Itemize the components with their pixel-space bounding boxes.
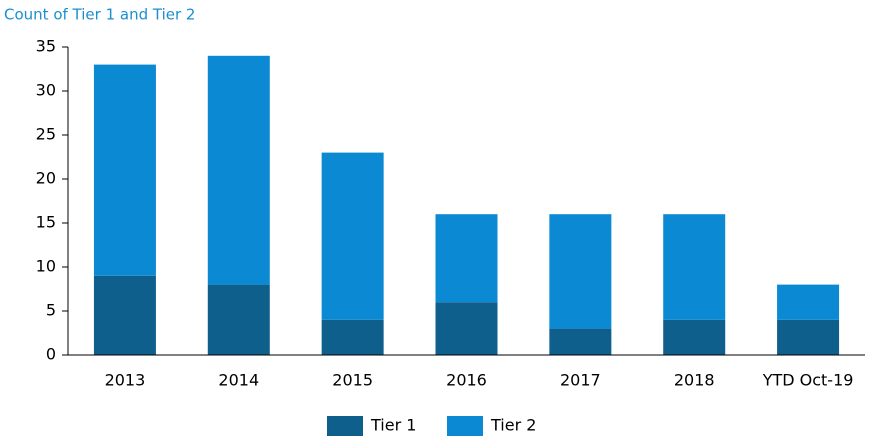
bar-segment (207, 284, 270, 355)
y-tick-label: 5 (46, 301, 56, 320)
y-tick-label: 10 (36, 257, 56, 276)
x-tick-label: 2013 (105, 371, 146, 390)
bar-segment (549, 214, 612, 329)
bar-segment (777, 284, 840, 320)
bar-segment (321, 319, 384, 355)
bar-segment (435, 214, 498, 303)
x-tick-label: 2014 (218, 371, 259, 390)
y-tick-label: 35 (36, 37, 56, 56)
legend-swatch (327, 416, 363, 436)
legend-label: Tier 1 (370, 416, 416, 435)
bar-segment (435, 302, 498, 355)
bar-segment (207, 55, 270, 285)
bar-segment (777, 319, 840, 355)
bar-segment (93, 64, 156, 276)
y-tick-label: 30 (36, 81, 56, 100)
x-tick-label: 2018 (674, 371, 715, 390)
y-tick-label: 15 (36, 213, 56, 232)
bar-segment (549, 328, 612, 355)
legend-label: Tier 2 (490, 416, 536, 435)
bar-segment (663, 214, 726, 320)
bar-segment (663, 319, 726, 355)
x-tick-label: 2017 (560, 371, 601, 390)
y-tick-label: 25 (36, 125, 56, 144)
bar-segment (321, 152, 384, 320)
chart-title: Count of Tier 1 and Tier 2 (4, 6, 195, 24)
legend-swatch (447, 416, 483, 436)
x-tick-label: YTD Oct-19 (762, 371, 854, 390)
y-tick-label: 0 (46, 345, 56, 364)
y-tick-label: 20 (36, 169, 56, 188)
x-tick-label: 2016 (446, 371, 487, 390)
x-tick-label: 2015 (332, 371, 373, 390)
bar-segment (93, 275, 156, 355)
